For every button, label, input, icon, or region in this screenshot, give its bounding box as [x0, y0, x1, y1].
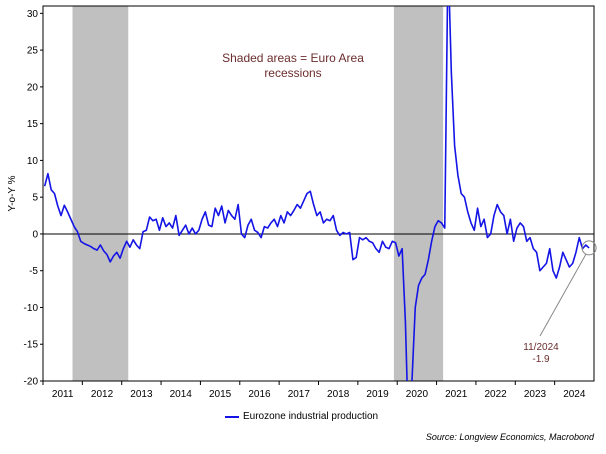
- x-tick-label: 2023: [524, 389, 547, 400]
- annotation-pointer: [539, 253, 587, 337]
- recession-note-line: recessions: [264, 66, 321, 80]
- y-tick-label: 25: [27, 46, 39, 57]
- x-tick-label: 2013: [130, 389, 153, 400]
- recession-shading: [72, 6, 444, 381]
- legend-label: Eurozone industrial production: [243, 411, 379, 422]
- legend: Eurozone industrial production: [225, 411, 378, 422]
- recession-band-2: [393, 6, 444, 381]
- x-tick-label: 2017: [288, 389, 311, 400]
- source-note: Source: Longview Economics, Macrobond: [425, 432, 594, 442]
- y-tick-label: 30: [27, 9, 39, 20]
- x-tick-label: 2018: [327, 389, 350, 400]
- plot-frame: [42, 5, 595, 382]
- y-axis-ticks: 30 25 20 15 10 5 0 -5 -10 -15 -20: [24, 9, 43, 388]
- y-tick-label: -20: [24, 377, 39, 388]
- y-axis-label: Y-o-Y %: [7, 175, 18, 211]
- x-tick-label: 2011: [52, 389, 74, 400]
- series-line-eurozone-industrial-production: [43, 6, 590, 381]
- y-tick-label: 5: [32, 193, 38, 204]
- x-axis-ticks: 2011 2012 2013 2014 2015 2016 2017 2018 2019 2020…: [42, 381, 586, 400]
- x-tick-label: 2022: [484, 389, 507, 400]
- x-tick-label: 2021: [445, 389, 468, 400]
- x-tick-label: 2024: [563, 389, 586, 400]
- recession-band-1: [72, 6, 129, 381]
- y-tick-label: 15: [27, 119, 39, 130]
- y-tick-label: 20: [27, 82, 39, 93]
- x-tick-label: 2020: [406, 389, 429, 400]
- y-tick-label: -5: [29, 266, 38, 277]
- legend-swatch: [225, 415, 239, 418]
- x-tick-label: 2019: [366, 389, 389, 400]
- x-tick-label: 2014: [170, 389, 193, 400]
- annotation-date: 11/2024: [523, 342, 559, 353]
- y-tick-label: 0: [32, 229, 38, 240]
- y-tick-label: -15: [24, 340, 39, 351]
- recession-note: Shaded areas = Euro Area recessions: [222, 51, 364, 80]
- annotation-circle: [581, 240, 597, 256]
- y-tick-label: -10: [24, 303, 39, 314]
- x-tick-label: 2012: [91, 389, 114, 400]
- x-tick-label: 2015: [209, 389, 232, 400]
- annotation-value: -1.9: [532, 354, 550, 365]
- y-tick-label: 10: [27, 156, 39, 167]
- recession-note-line: Shaded areas = Euro Area: [222, 51, 364, 65]
- x-tick-label: 2016: [248, 389, 271, 400]
